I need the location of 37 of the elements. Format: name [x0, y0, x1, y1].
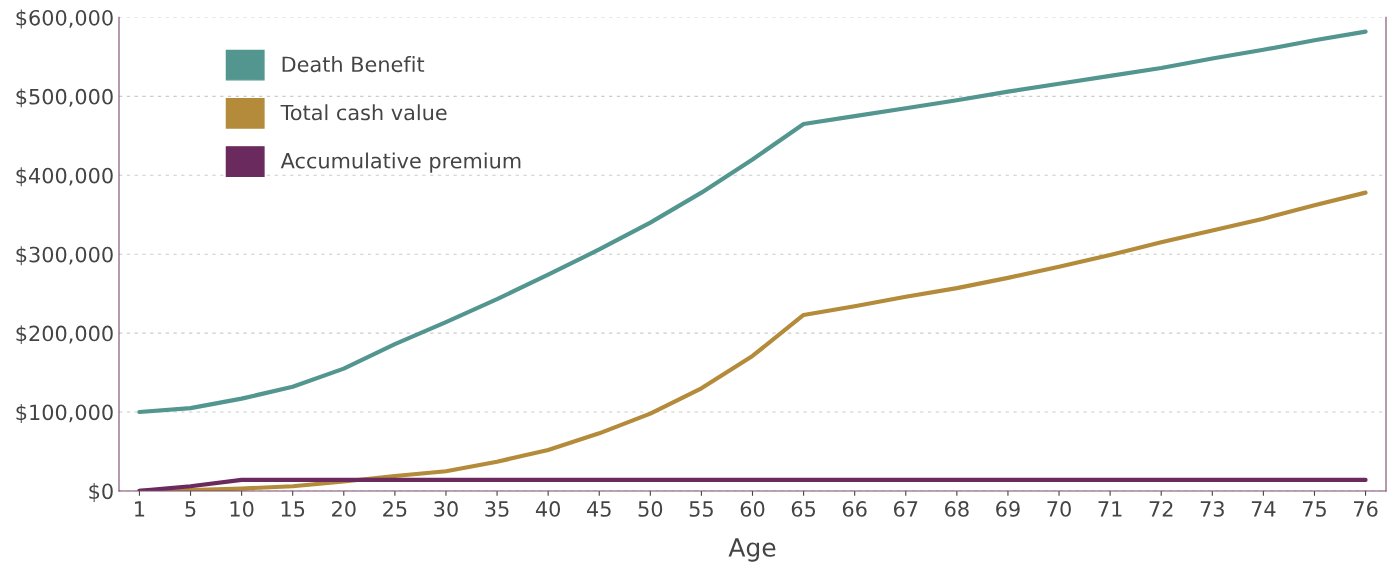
legend-label: Total cash value: [280, 104, 447, 121]
x-tick-label: 67: [893, 501, 918, 517]
y-tick-label: $100,000: [16, 404, 113, 423]
x-tick-label: 35: [485, 501, 509, 517]
x-tick-label: 50: [638, 501, 663, 517]
x-tick-label: 10: [230, 501, 254, 517]
x-tick-label: 73: [1200, 501, 1224, 517]
x-tick-label: 76: [1354, 501, 1378, 517]
x-tick-label: 70: [1047, 501, 1071, 517]
x-tick-label: 66: [842, 501, 867, 517]
y-tick-label: $600,000: [16, 9, 113, 29]
x-tick-label: 5: [185, 501, 196, 517]
x-tick-label: 68: [945, 501, 969, 517]
x-tick-label: 15: [281, 501, 305, 517]
x-tick-label: 69: [996, 501, 1020, 517]
x-tick-label: 30: [434, 501, 458, 517]
line-series: [137, 29, 1368, 415]
legend-label: Accumulative premium: [280, 152, 521, 173]
x-tick-label: 65: [791, 501, 816, 517]
y-tick-label: $200,000: [16, 325, 113, 345]
y-tick-label: $0: [89, 483, 113, 502]
x-tick-label: 1: [135, 501, 145, 517]
y-tick-label: $500,000: [16, 88, 113, 108]
x-tick-label: 72: [1149, 501, 1173, 517]
x-tick-label: 55: [689, 501, 713, 517]
x-tick-label: 20: [332, 501, 356, 517]
x-tick-label: 40: [535, 501, 561, 517]
x-tick-label: 25: [383, 501, 407, 517]
x-axis-title: Age: [728, 538, 776, 562]
x-tick-label: 74: [1251, 501, 1276, 517]
y-tick-label: $300,000: [16, 246, 113, 266]
x-tick-label: 75: [1302, 501, 1326, 517]
x-tick-label: 60: [740, 501, 765, 517]
y-tick-label: $400,000: [16, 167, 113, 187]
x-tick-label: 71: [1098, 501, 1122, 517]
legend-label: Death Benefit: [282, 56, 425, 73]
x-tick-label: 45: [587, 501, 611, 517]
